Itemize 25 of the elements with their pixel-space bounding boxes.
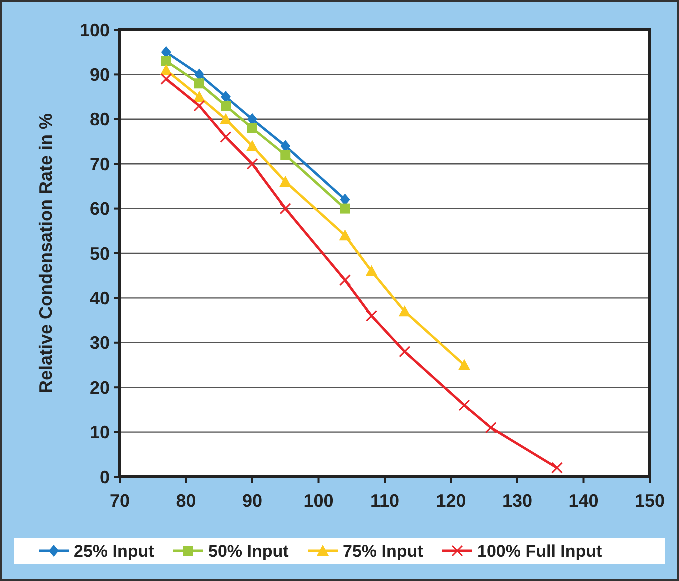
x-tick-label: 120 <box>436 491 466 511</box>
legend-label: 75% Input <box>343 542 424 561</box>
legend-label: 100% Full Input <box>478 542 603 561</box>
x-tick-label: 90 <box>242 491 263 511</box>
y-tick-label: 90 <box>90 65 110 85</box>
y-tick-label: 100 <box>80 20 110 40</box>
y-tick-label: 0 <box>100 467 110 488</box>
y-tick-label: 20 <box>90 378 110 398</box>
x-tick-label: 130 <box>502 491 533 511</box>
legend-label: 50% Input <box>208 542 290 561</box>
x-tick-label: 140 <box>568 491 599 511</box>
y-tick-label: 60 <box>90 199 110 220</box>
legend-label: 25% Input <box>74 542 155 561</box>
y-tick-label: 10 <box>90 422 110 443</box>
y-tick-label: 80 <box>90 110 110 130</box>
x-tick-label: 110 <box>370 491 400 511</box>
y-axis-title: Relative Condensation Rate in % <box>36 113 56 394</box>
x-tick-label: 80 <box>176 491 196 511</box>
y-tick-label: 40 <box>90 288 110 308</box>
x-tick-label: 100 <box>304 491 334 511</box>
x-tick-label: 150 <box>634 491 666 511</box>
x-tick-label: 70 <box>110 491 130 511</box>
y-tick-label: 30 <box>90 333 110 354</box>
y-tick-label: 70 <box>90 154 110 174</box>
y-tick-label: 50 <box>90 244 110 264</box>
